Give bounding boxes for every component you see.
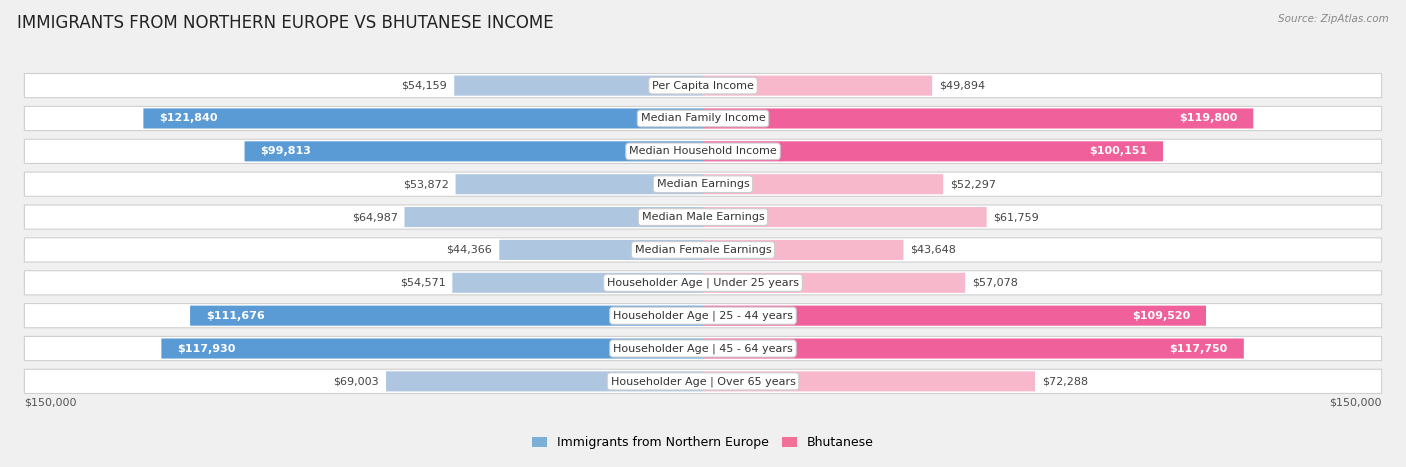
Text: $57,078: $57,078 bbox=[972, 278, 1018, 288]
FancyBboxPatch shape bbox=[245, 142, 703, 162]
Text: $69,003: $69,003 bbox=[333, 376, 380, 386]
FancyBboxPatch shape bbox=[703, 371, 1035, 391]
Text: $121,840: $121,840 bbox=[159, 113, 218, 123]
FancyBboxPatch shape bbox=[24, 271, 1382, 295]
FancyBboxPatch shape bbox=[456, 174, 703, 194]
Text: Median Earnings: Median Earnings bbox=[657, 179, 749, 189]
Text: $54,159: $54,159 bbox=[402, 81, 447, 91]
FancyBboxPatch shape bbox=[190, 305, 703, 325]
Text: Median Male Earnings: Median Male Earnings bbox=[641, 212, 765, 222]
FancyBboxPatch shape bbox=[143, 108, 703, 128]
Text: $119,800: $119,800 bbox=[1178, 113, 1237, 123]
Text: $109,520: $109,520 bbox=[1132, 311, 1189, 321]
FancyBboxPatch shape bbox=[24, 172, 1382, 196]
FancyBboxPatch shape bbox=[703, 305, 1206, 325]
Text: Median Female Earnings: Median Female Earnings bbox=[634, 245, 772, 255]
Text: Median Household Income: Median Household Income bbox=[628, 146, 778, 156]
Text: $117,750: $117,750 bbox=[1170, 344, 1227, 354]
Text: $43,648: $43,648 bbox=[910, 245, 956, 255]
Text: $64,987: $64,987 bbox=[352, 212, 398, 222]
Text: Householder Age | Under 25 years: Householder Age | Under 25 years bbox=[607, 277, 799, 288]
FancyBboxPatch shape bbox=[453, 273, 703, 293]
Text: $61,759: $61,759 bbox=[994, 212, 1039, 222]
FancyBboxPatch shape bbox=[24, 73, 1382, 98]
Text: $52,297: $52,297 bbox=[950, 179, 995, 189]
Text: Median Family Income: Median Family Income bbox=[641, 113, 765, 123]
FancyBboxPatch shape bbox=[162, 339, 703, 359]
FancyBboxPatch shape bbox=[703, 76, 932, 96]
FancyBboxPatch shape bbox=[703, 339, 1244, 359]
FancyBboxPatch shape bbox=[703, 142, 1163, 162]
FancyBboxPatch shape bbox=[703, 207, 987, 227]
FancyBboxPatch shape bbox=[703, 174, 943, 194]
Text: Householder Age | Over 65 years: Householder Age | Over 65 years bbox=[610, 376, 796, 387]
Text: $44,366: $44,366 bbox=[447, 245, 492, 255]
Text: $54,571: $54,571 bbox=[399, 278, 446, 288]
FancyBboxPatch shape bbox=[24, 205, 1382, 229]
FancyBboxPatch shape bbox=[24, 139, 1382, 163]
Text: $117,930: $117,930 bbox=[177, 344, 236, 354]
Text: $111,676: $111,676 bbox=[207, 311, 264, 321]
Text: $150,000: $150,000 bbox=[24, 398, 77, 408]
FancyBboxPatch shape bbox=[24, 238, 1382, 262]
Text: IMMIGRANTS FROM NORTHERN EUROPE VS BHUTANESE INCOME: IMMIGRANTS FROM NORTHERN EUROPE VS BHUTA… bbox=[17, 14, 554, 32]
FancyBboxPatch shape bbox=[703, 108, 1253, 128]
Text: $53,872: $53,872 bbox=[402, 179, 449, 189]
FancyBboxPatch shape bbox=[703, 273, 965, 293]
Text: $150,000: $150,000 bbox=[1329, 398, 1382, 408]
FancyBboxPatch shape bbox=[703, 240, 904, 260]
Text: Householder Age | 25 - 44 years: Householder Age | 25 - 44 years bbox=[613, 311, 793, 321]
Text: $49,894: $49,894 bbox=[939, 81, 986, 91]
FancyBboxPatch shape bbox=[499, 240, 703, 260]
FancyBboxPatch shape bbox=[387, 371, 703, 391]
FancyBboxPatch shape bbox=[24, 369, 1382, 394]
FancyBboxPatch shape bbox=[24, 304, 1382, 328]
Text: Source: ZipAtlas.com: Source: ZipAtlas.com bbox=[1278, 14, 1389, 24]
Text: Householder Age | 45 - 64 years: Householder Age | 45 - 64 years bbox=[613, 343, 793, 354]
Text: $72,288: $72,288 bbox=[1042, 376, 1088, 386]
Text: $99,813: $99,813 bbox=[260, 146, 312, 156]
FancyBboxPatch shape bbox=[24, 336, 1382, 361]
Text: Per Capita Income: Per Capita Income bbox=[652, 81, 754, 91]
FancyBboxPatch shape bbox=[405, 207, 703, 227]
Text: $100,151: $100,151 bbox=[1088, 146, 1147, 156]
Legend: Immigrants from Northern Europe, Bhutanese: Immigrants from Northern Europe, Bhutane… bbox=[527, 432, 879, 454]
FancyBboxPatch shape bbox=[24, 106, 1382, 131]
FancyBboxPatch shape bbox=[454, 76, 703, 96]
